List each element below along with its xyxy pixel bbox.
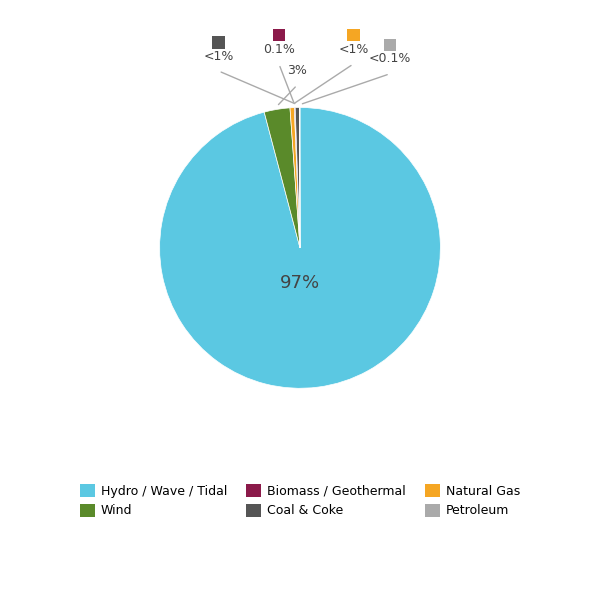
FancyBboxPatch shape [347, 29, 359, 41]
Text: <1%: <1% [203, 49, 234, 63]
FancyBboxPatch shape [272, 29, 285, 41]
Text: 3%: 3% [287, 64, 307, 76]
FancyBboxPatch shape [383, 38, 396, 51]
Wedge shape [295, 108, 300, 248]
Text: 0.1%: 0.1% [263, 43, 295, 55]
Text: <0.1%: <0.1% [368, 52, 411, 66]
Wedge shape [290, 108, 300, 248]
FancyBboxPatch shape [212, 36, 225, 49]
Wedge shape [264, 108, 300, 248]
Wedge shape [160, 108, 440, 388]
Wedge shape [295, 108, 300, 248]
Text: <1%: <1% [338, 43, 368, 55]
Text: 97%: 97% [280, 274, 320, 292]
Legend: Hydro / Wave / Tidal, Wind, Biomass / Geothermal, Coal & Coke, Natural Gas, Petr: Hydro / Wave / Tidal, Wind, Biomass / Ge… [74, 479, 526, 522]
